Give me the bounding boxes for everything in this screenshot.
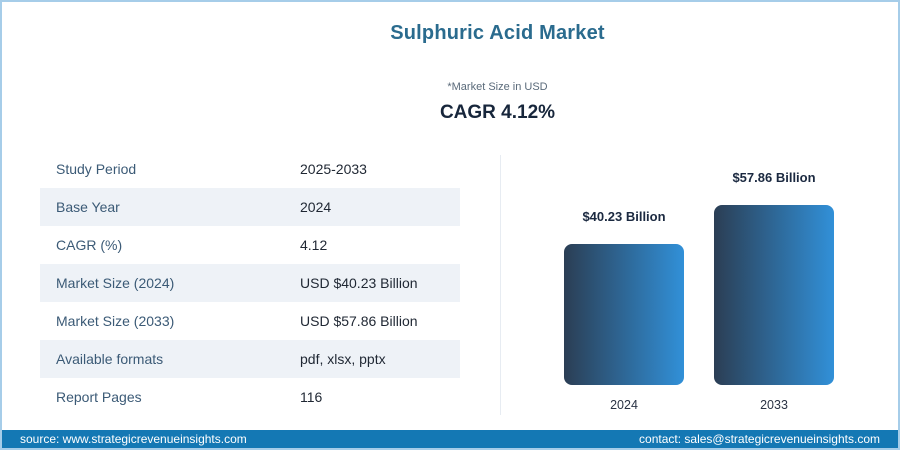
market-size-bar-chart: $40.23 Billion 2024 $57.86 Billion 2033 bbox=[500, 152, 898, 412]
row-value: 4.12 bbox=[300, 237, 328, 253]
row-value: 2024 bbox=[300, 199, 332, 215]
row-label: Study Period bbox=[56, 161, 137, 177]
bar-column-2033: $57.86 Billion 2033 bbox=[714, 170, 834, 412]
row-label: Market Size (2024) bbox=[56, 275, 175, 291]
contact-link[interactable]: contact: sales@strategicrevenueinsights.… bbox=[639, 432, 880, 446]
table-row: CAGR (%) 4.12 bbox=[40, 226, 460, 264]
bar-value-label: $40.23 Billion bbox=[582, 209, 666, 224]
page-title: Sulphuric Acid Market bbox=[390, 22, 605, 44]
table-row: Study Period 2025-2033 bbox=[40, 150, 460, 188]
row-value: USD $57.86 Billion bbox=[300, 313, 418, 329]
row-label: Base Year bbox=[56, 199, 120, 215]
header: Sulphuric Acid Market *Market Size in US… bbox=[97, 2, 898, 124]
table-row: Base Year 2024 bbox=[40, 188, 460, 226]
bar-2024 bbox=[564, 244, 684, 385]
row-value: 116 bbox=[300, 389, 323, 405]
x-axis-label: 2024 bbox=[610, 398, 638, 412]
row-label: Market Size (2033) bbox=[56, 313, 175, 329]
row-label: Available formats bbox=[56, 351, 164, 367]
bar-column-2024: $40.23 Billion 2024 bbox=[564, 209, 684, 412]
cagr-value: CAGR 4.12% bbox=[439, 102, 556, 123]
footer-bar: source: www.strategicrevenueinsights.com… bbox=[2, 430, 898, 448]
table-row: Report Pages 116 bbox=[40, 378, 460, 416]
x-axis-label: 2033 bbox=[760, 398, 788, 412]
table-row: Market Size (2033) USD $57.86 Billion bbox=[40, 302, 460, 340]
vertical-divider bbox=[500, 155, 501, 415]
row-value: 2025-2033 bbox=[300, 161, 367, 177]
bar-value-label: $57.86 Billion bbox=[732, 170, 816, 185]
row-label: CAGR (%) bbox=[56, 237, 123, 253]
key-facts-table: Study Period 2025-2033 Base Year 2024 CAGR (… bbox=[40, 150, 460, 416]
table-row: Market Size (2024) USD $40.23 Billion bbox=[40, 264, 460, 302]
bar-2033 bbox=[714, 205, 834, 385]
row-value: pdf, xlsx, pptx bbox=[300, 351, 386, 367]
market-size-note: *Market Size in USD bbox=[447, 81, 548, 93]
row-label: Report Pages bbox=[56, 389, 142, 405]
source-link[interactable]: source: www.strategicrevenueinsights.com bbox=[20, 432, 247, 446]
table-row: Available formats pdf, xlsx, pptx bbox=[40, 340, 460, 378]
row-value: USD $40.23 Billion bbox=[300, 275, 418, 291]
